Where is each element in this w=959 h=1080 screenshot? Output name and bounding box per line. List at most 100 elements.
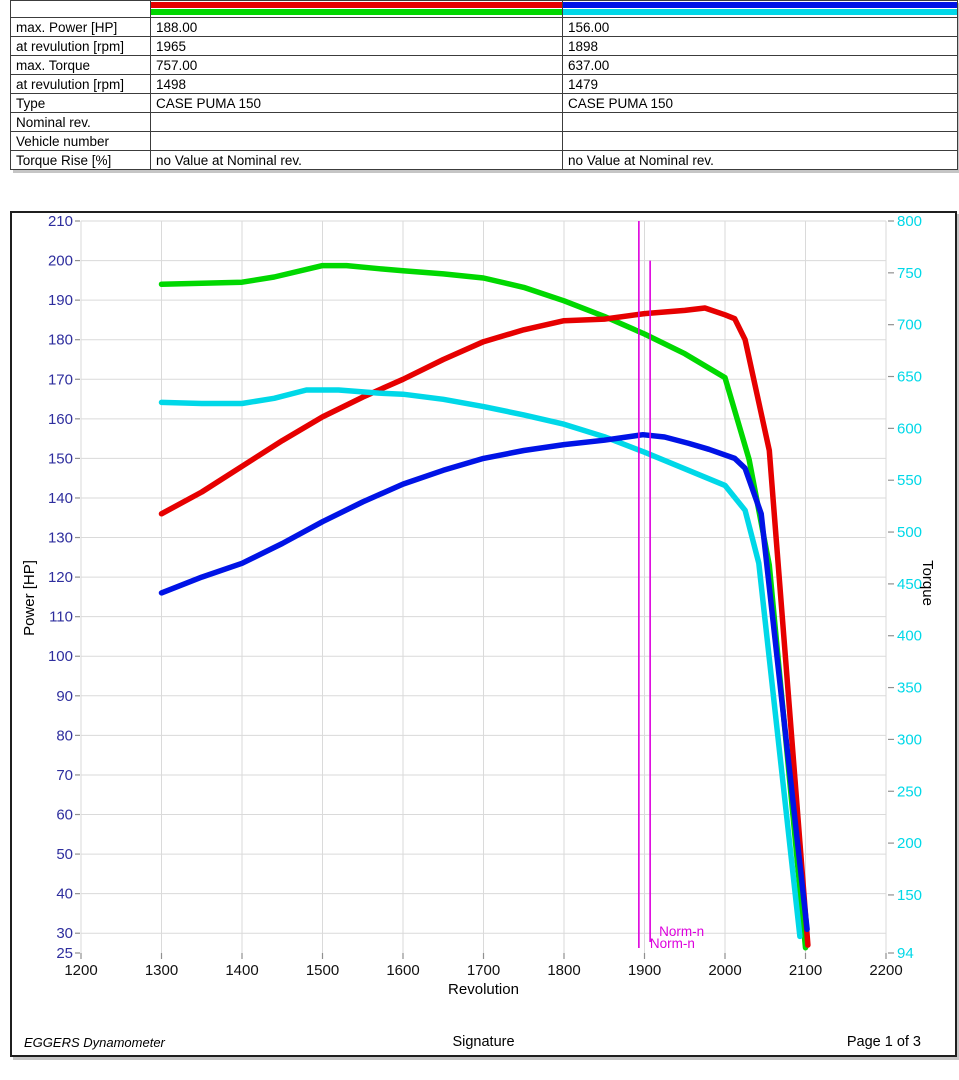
curve-torque-run1	[158, 262, 809, 951]
y-right-tick-label: 650	[897, 369, 922, 386]
x-axis-title: Revolution	[448, 981, 519, 998]
row-label: max. Power [HP]	[10, 17, 151, 37]
legend-empty-cell	[10, 0, 151, 18]
y-left-tick-label: 210	[48, 213, 73, 230]
row-label: at revulution [rpm]	[10, 74, 151, 94]
y-right-tick-label: 200	[897, 835, 922, 852]
y-left-tick-label: 130	[48, 530, 73, 547]
run1-torque-color-bar	[151, 9, 562, 15]
y-right-tick-label: 250	[897, 783, 922, 800]
dyno-chart: 210 200 190 180 170 160 150 140 130 120 110 100 90 80…	[21, 213, 936, 998]
y-left-tick-label: 50	[56, 846, 73, 863]
footer-dyno-name: EGGERS Dynamometer	[24, 1035, 165, 1050]
table-row-nominal-rev: Nominal rev.	[10, 112, 958, 132]
legend-run2-cell	[562, 0, 958, 18]
run1-value: CASE PUMA 150	[150, 93, 563, 113]
y-right-tick-label: 550	[897, 472, 922, 489]
y-right-tick-label: 600	[897, 420, 922, 437]
row-label: Vehicle number	[10, 131, 151, 151]
x-tick-label: 1200	[64, 962, 97, 979]
legend-run1-cell	[150, 0, 563, 18]
x-tick-label: 1800	[547, 962, 580, 979]
y-right-tick-label: 700	[897, 317, 922, 334]
y-right-tick-label: 400	[897, 628, 922, 645]
norm-n-label: Norm-n	[659, 924, 704, 939]
x-tick-label: 1500	[306, 962, 339, 979]
table-row-max-torque: max. Torque 757.00 637.00	[10, 55, 958, 75]
run1-power-color-bar	[151, 2, 562, 8]
x-tick-label: 2200	[869, 962, 902, 979]
y-right-tick-label: 800	[897, 213, 922, 230]
run1-value: 1965	[150, 36, 563, 56]
table-row-torque-rise: Torque Rise [%] no Value at Nominal rev.…	[10, 150, 958, 170]
run1-value: 1498	[150, 74, 563, 94]
run2-value	[562, 131, 958, 151]
y-right-tick-label: 300	[897, 731, 922, 748]
run2-value: 637.00	[562, 55, 958, 75]
x-tick-label: 2000	[708, 962, 741, 979]
y-left-tick-label: 180	[48, 332, 73, 349]
y-left-tick-label: 160	[48, 411, 73, 428]
x-tick-label: 2100	[789, 962, 822, 979]
chart-panel: 210 200 190 180 170 160 150 140 130 120 110 100 90 80…	[10, 211, 957, 1057]
y-left-tick-label: 30	[56, 925, 73, 942]
run1-value	[150, 131, 563, 151]
run2-value	[562, 112, 958, 132]
y-left-tick-label: 170	[48, 371, 73, 388]
y-right-tick-label: 500	[897, 524, 922, 541]
run2-power-color-bar	[563, 2, 957, 8]
y-left-tick-label: 40	[56, 886, 73, 903]
run2-torque-color-bar	[563, 9, 957, 15]
run1-value: 757.00	[150, 55, 563, 75]
curve-torque-run2	[158, 387, 803, 940]
run2-value: no Value at Nominal rev.	[562, 150, 958, 170]
run2-value: CASE PUMA 150	[562, 93, 958, 113]
footer-page-number: Page 1 of 3	[846, 1034, 921, 1050]
y-right-axis-title: Torque	[919, 560, 936, 606]
y-right-tick-label: 94	[897, 945, 914, 962]
row-label: at revulution [rpm]	[10, 36, 151, 56]
y-left-tick-label: 70	[56, 767, 73, 784]
y-right-tick-label: 150	[897, 887, 922, 904]
x-tick-label: 1400	[225, 962, 258, 979]
y-left-tick-label: 150	[48, 450, 73, 467]
run1-value	[150, 112, 563, 132]
run1-value: 188.00	[150, 17, 563, 37]
row-label: Nominal rev.	[10, 112, 151, 132]
y-left-tick-label: 90	[56, 688, 73, 705]
y-right-tick-label: 350	[897, 680, 922, 697]
y-left-tick-label: 60	[56, 807, 73, 824]
y-left-tick-label: 110	[49, 609, 73, 626]
curve-power-run2	[158, 431, 810, 933]
x-tick-label: 1300	[145, 962, 178, 979]
table-row-vehicle-number: Vehicle number	[10, 131, 958, 151]
y-left-axis-title: Power [HP]	[21, 560, 38, 636]
y-left-tick-label: 80	[56, 727, 73, 744]
y-left-tick-label: 120	[48, 569, 73, 586]
y-left-tick-label: 140	[48, 490, 73, 507]
run1-value: no Value at Nominal rev.	[150, 150, 563, 170]
table-row-max-power: max. Power [HP] 188.00 156.00	[10, 17, 958, 37]
run2-value: 1479	[562, 74, 958, 94]
results-table: max. Power [HP] 188.00 156.00 at revulut…	[10, 0, 958, 170]
y-left-tick-label: 200	[48, 253, 73, 270]
norm-n-label: Norm-n	[650, 936, 695, 951]
row-label: Torque Rise [%]	[10, 150, 151, 170]
y-left-tick-label: 25	[56, 945, 73, 962]
y-right-tick-label: 450	[897, 576, 922, 593]
y-right-tick-label: 750	[897, 265, 922, 282]
table-row-type: Type CASE PUMA 150 CASE PUMA 150	[10, 93, 958, 113]
table-row-power-rpm: at revulution [rpm] 1965 1898	[10, 36, 958, 56]
y-left-tick-label: 190	[48, 292, 73, 309]
run2-value: 156.00	[562, 17, 958, 37]
table-row-torque-rpm: at revulution [rpm] 1498 1479	[10, 74, 958, 94]
footer-signature: Signature	[452, 1034, 515, 1050]
x-tick-label: 1900	[628, 962, 661, 979]
legend-header-row	[10, 0, 958, 18]
y-left-tick-label: 100	[48, 648, 73, 665]
row-label: max. Torque	[10, 55, 151, 75]
run2-value: 1898	[562, 36, 958, 56]
x-tick-label: 1600	[386, 962, 419, 979]
row-label: Type	[10, 93, 151, 113]
